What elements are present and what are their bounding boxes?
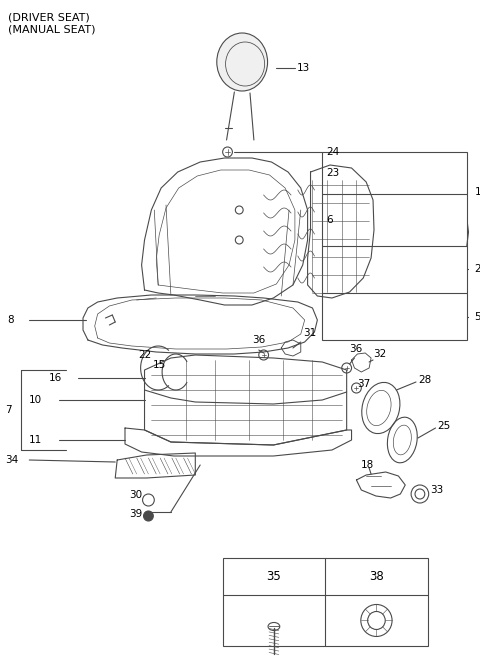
Text: 39: 39 bbox=[129, 509, 142, 519]
Text: 30: 30 bbox=[129, 490, 142, 500]
Text: 32: 32 bbox=[373, 349, 386, 359]
Text: 36: 36 bbox=[349, 344, 363, 354]
Text: 13: 13 bbox=[297, 63, 310, 73]
Text: 15: 15 bbox=[153, 360, 166, 370]
Text: (MANUAL SEAT): (MANUAL SEAT) bbox=[8, 24, 96, 34]
Text: 37: 37 bbox=[358, 379, 371, 389]
Text: 35: 35 bbox=[266, 570, 281, 583]
Text: 38: 38 bbox=[369, 570, 384, 583]
Text: 31: 31 bbox=[303, 328, 316, 338]
Text: 10: 10 bbox=[29, 395, 42, 405]
Text: 1: 1 bbox=[475, 187, 480, 197]
Text: 6: 6 bbox=[326, 215, 333, 225]
Text: 23: 23 bbox=[326, 168, 339, 178]
Text: 33: 33 bbox=[430, 485, 443, 495]
Bar bbox=[223, 558, 428, 646]
Text: 22: 22 bbox=[138, 350, 151, 360]
Ellipse shape bbox=[217, 33, 267, 91]
Text: (DRIVER SEAT): (DRIVER SEAT) bbox=[8, 12, 90, 22]
Text: 5: 5 bbox=[475, 312, 480, 322]
Text: 16: 16 bbox=[49, 373, 62, 383]
Text: 7: 7 bbox=[5, 405, 12, 415]
Text: 24: 24 bbox=[326, 147, 339, 157]
Text: 2: 2 bbox=[475, 264, 480, 274]
Text: 8: 8 bbox=[7, 315, 13, 325]
Bar bbox=[322, 152, 467, 340]
Text: 25: 25 bbox=[437, 421, 451, 431]
Circle shape bbox=[144, 511, 153, 521]
Text: 11: 11 bbox=[29, 435, 43, 445]
Text: 28: 28 bbox=[418, 375, 431, 385]
Text: 18: 18 bbox=[361, 460, 374, 470]
Text: 34: 34 bbox=[5, 455, 18, 465]
Text: 36: 36 bbox=[252, 335, 265, 345]
